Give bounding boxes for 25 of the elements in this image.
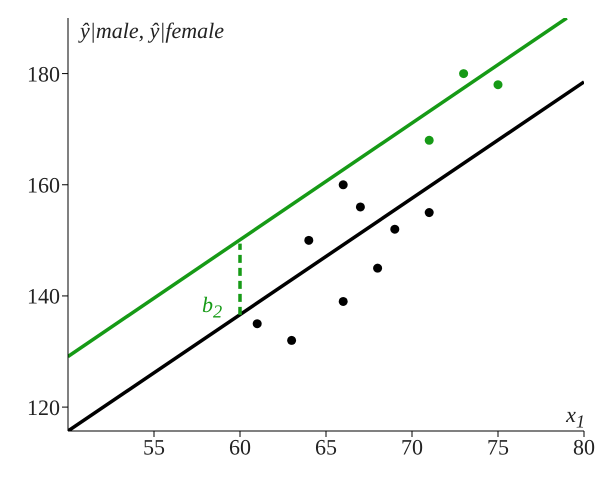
point	[424, 208, 434, 218]
point	[424, 136, 434, 145]
x-tick-label: 80	[573, 434, 595, 460]
annotation: b$_{2}$	[202, 292, 222, 322]
y-tick-label: 120	[27, 394, 60, 420]
point	[459, 69, 468, 78]
x-axis-title: x$_{1}$	[566, 402, 585, 432]
x-tick-label: 55	[143, 434, 165, 460]
point	[390, 224, 400, 234]
y-tick-label: 180	[27, 61, 60, 86]
y-tick-label: 140	[27, 284, 60, 309]
y-axis-title: ŷ|male, ŷ|female	[80, 18, 224, 44]
x-tick-label: 65	[315, 434, 337, 460]
point	[304, 236, 314, 245]
y-tick-label: 160	[27, 172, 60, 198]
point	[356, 202, 365, 212]
point	[287, 336, 296, 345]
point	[493, 80, 503, 90]
point	[338, 180, 348, 190]
point	[338, 296, 348, 306]
point	[252, 319, 262, 328]
x-tick-label: 70	[401, 434, 423, 460]
x-tick-label: 75	[487, 434, 509, 460]
point	[373, 264, 382, 273]
x-tick-label: 60	[229, 434, 251, 460]
